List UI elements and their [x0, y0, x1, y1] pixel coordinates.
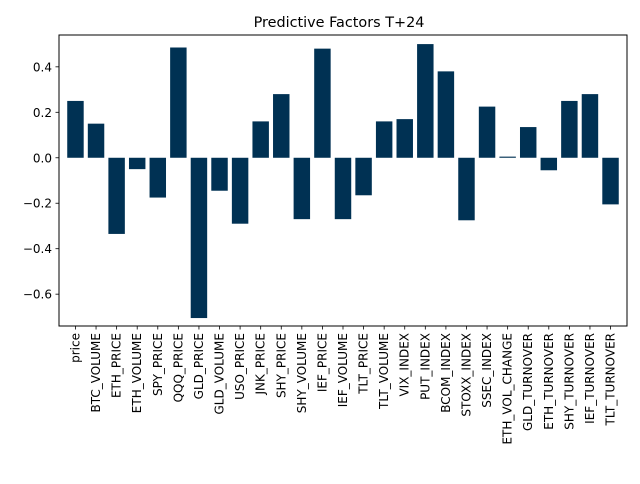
x-tick-label: TLT_TURNOVER — [604, 333, 618, 426]
bar-tlt-price — [355, 157, 372, 196]
x-tick-label: ETH_PRICE — [110, 333, 124, 398]
x-tick-label: VIX_INDEX — [398, 333, 412, 397]
y-tick-label: 0.2 — [33, 106, 52, 120]
bar-gld-volume — [211, 157, 228, 191]
bar-ief-price — [314, 48, 331, 158]
bar-tlt-turnover — [602, 157, 619, 205]
bar-vix-index — [396, 119, 413, 158]
bar-stoxx-index — [458, 157, 475, 221]
bar-eth-vol-change — [499, 156, 516, 158]
chart-title: Predictive Factors T+24 — [254, 15, 425, 31]
bar-gld-turnover — [519, 127, 537, 158]
x-tick-label: QQQ_PRICE — [171, 333, 185, 402]
y-tick-label: 0.4 — [33, 60, 52, 74]
bar-ief-turnover — [581, 94, 599, 158]
x-tick-label: SHY_TURNOVER — [562, 333, 576, 430]
plot-frame — [58, 34, 628, 327]
x-tick-label: PUT_INDEX — [418, 333, 432, 400]
x-tick-label: ETH_VOLUME — [130, 333, 144, 413]
bar-put-index — [417, 44, 434, 158]
x-tick-label: BCOM_INDEX — [439, 333, 453, 413]
bar-ief-volume — [334, 157, 352, 220]
x-tick-label: BTC_VOLUME — [89, 333, 103, 413]
x-tick-label: SPY_PRICE — [151, 333, 165, 396]
x-tick-label: ETH_VOL_CHANGE — [501, 333, 515, 445]
bar-jnk-price — [252, 121, 269, 158]
y-tick-label: −0.2 — [23, 197, 52, 211]
x-tick-label: SHY_PRICE — [274, 333, 288, 398]
y-tick-label: −0.4 — [23, 242, 52, 256]
x-axis: price BTC_VOLUME ETH_PRICE ETH_VOLUME SPY_PR… — [68, 326, 618, 445]
y-axis: −0.6 −0.4 −0.2 0.0 0.2 0.4 — [23, 60, 59, 302]
bar-shy-turnover — [561, 100, 578, 158]
bar-qqq-price — [170, 47, 187, 158]
bar-gld-price — [190, 157, 208, 319]
x-tick-label: USO_PRICE — [233, 333, 247, 400]
x-tick-label: TLT_PRICE — [357, 333, 371, 395]
x-tick-label: GLD_VOLUME — [213, 333, 227, 414]
x-tick-label: JNK_PRICE — [254, 333, 268, 395]
bar-eth-turnover — [540, 157, 558, 171]
x-tick-label: GLD_PRICE — [192, 333, 206, 399]
y-tick-label: 0.0 — [33, 151, 52, 165]
x-tick-label: IEF_TURNOVER — [583, 333, 597, 424]
x-tick-label: price — [68, 333, 82, 363]
bar-shy-price — [273, 94, 290, 158]
bar-bcom-index — [437, 71, 455, 158]
x-tick-label: SHY_VOLUME — [295, 333, 309, 413]
bars-group — [67, 44, 619, 319]
bar-uso-price — [231, 157, 249, 224]
x-tick-label: IEF_PRICE — [315, 333, 329, 392]
bar-eth-price — [108, 157, 125, 234]
bar-price — [67, 100, 84, 158]
bar-tlt-volume — [375, 121, 393, 158]
x-tick-label: IEF_VOLUME — [336, 333, 350, 407]
x-tick-label: ETH_TURNOVER — [542, 333, 556, 430]
x-tick-label: GLD_TURNOVER — [521, 333, 535, 431]
x-tick-label: TLT_VOLUME — [377, 333, 391, 410]
bar-shy-volume — [293, 157, 311, 220]
bar-btc-volume — [87, 123, 105, 158]
bar-spy-price — [149, 157, 167, 198]
x-tick-label: STOXX_INDEX — [459, 333, 473, 417]
bar-eth-volume — [128, 157, 146, 170]
x-tick-label: SSEC_INDEX — [480, 333, 494, 408]
y-tick-label: −0.6 — [23, 288, 52, 302]
bar-ssec-index — [478, 106, 496, 158]
